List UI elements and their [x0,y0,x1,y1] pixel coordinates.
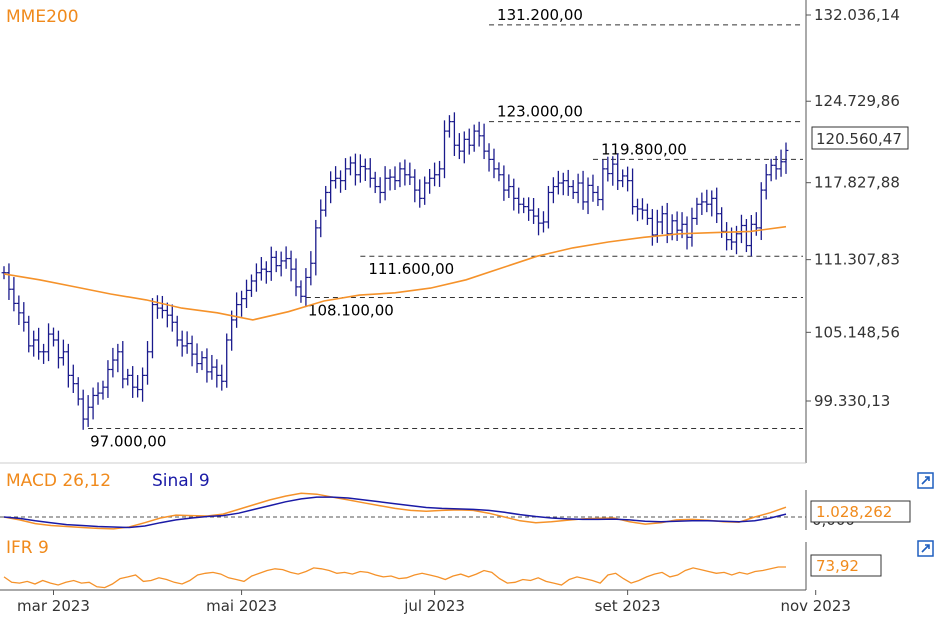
popout-icon[interactable] [917,540,934,557]
level-label: 111.600,00 [368,260,454,278]
popout-icon[interactable] [917,472,934,489]
x-tick-label: jul 2023 [403,597,465,615]
y-tick-label: 111.307,83 [814,251,900,269]
y-tick-label: 117.827,88 [814,174,900,192]
last-price-label: 120.560,47 [816,130,902,148]
y-tick-label: 99.330,13 [814,392,890,410]
x-tick-label: nov 2023 [780,597,851,615]
last-price-box [811,126,909,150]
level-label: 97.000,00 [90,433,166,451]
ifr-legend: IFR 9 [6,538,49,558]
level-label: 123.000,00 [497,103,583,121]
x-tick-label: mai 2023 [206,597,277,615]
macd-line [3,492,787,530]
y-tick-label: 105.148,56 [814,323,900,341]
macd-value-label: 1.028,262 [816,503,892,521]
ifr-line [3,566,786,589]
mme200-line [3,225,787,321]
signal-line [3,496,787,529]
x-tick-label: mar 2023 [17,597,90,615]
y-tick-label: 132.036,14 [814,6,900,24]
signal-legend: Sinal 9 [152,471,210,491]
level-label: 119.800,00 [601,140,687,158]
level-label: 131.200,00 [497,6,583,24]
ifr-value-box [810,554,882,577]
mme200-legend: MME200 [6,7,79,27]
y-tick-label: 124.729,86 [814,92,900,110]
level-label: 108.100,00 [308,301,394,319]
x-tick-label: set 2023 [595,597,661,615]
ifr-value-label: 73,92 [816,557,859,575]
macd-legend: MACD 26,12 [6,471,111,491]
macd-value-box [810,500,911,523]
